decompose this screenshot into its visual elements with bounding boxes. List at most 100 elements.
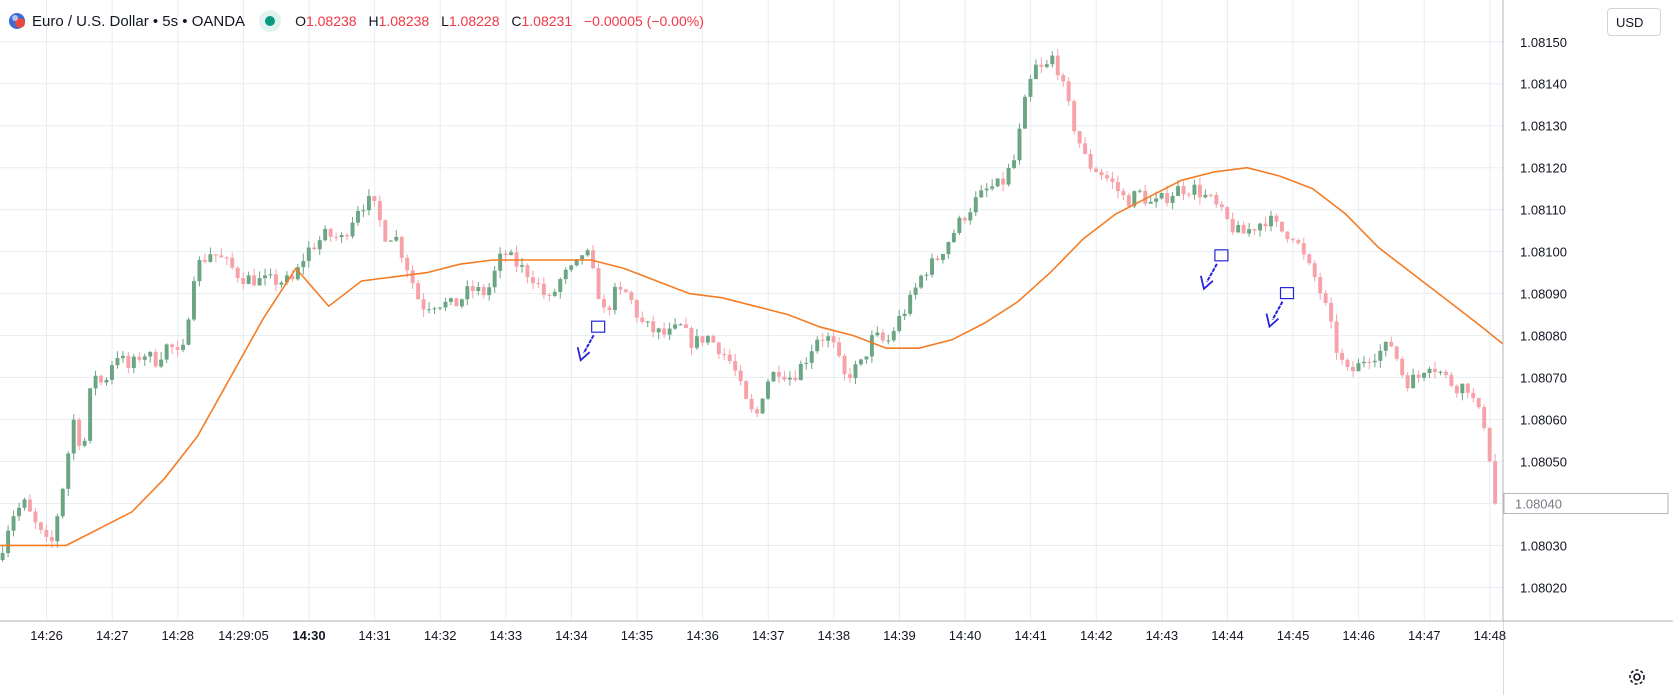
candle bbox=[1001, 172, 1006, 192]
candle-body bbox=[585, 250, 590, 256]
candle-body bbox=[656, 328, 661, 333]
candle bbox=[1066, 77, 1071, 106]
candle-body bbox=[153, 351, 158, 367]
candle-body bbox=[645, 321, 650, 323]
candle-body bbox=[17, 507, 21, 517]
candle-body bbox=[667, 328, 672, 335]
candle bbox=[1433, 361, 1437, 379]
candle bbox=[1159, 192, 1164, 200]
open-label: O bbox=[295, 13, 306, 29]
candle-body bbox=[1400, 358, 1405, 376]
gear-icon[interactable] bbox=[1626, 666, 1648, 688]
candle-body bbox=[612, 286, 617, 311]
price-tick-label: 1.08090 bbox=[1520, 287, 1567, 302]
symbol-title[interactable]: Euro / U.S. Dollar • 5s • OANDA bbox=[32, 12, 246, 30]
candle-body bbox=[1225, 207, 1230, 219]
candle-body bbox=[848, 374, 852, 379]
time-tick-label: 14:42 bbox=[1080, 628, 1113, 643]
candle bbox=[820, 333, 825, 348]
candle-body bbox=[684, 324, 688, 329]
candle bbox=[826, 332, 831, 348]
candle bbox=[1340, 348, 1345, 365]
candle bbox=[919, 274, 924, 290]
candle bbox=[612, 282, 617, 315]
signal-arrow-shaft bbox=[1271, 301, 1284, 321]
candle-body bbox=[1471, 392, 1476, 399]
candle bbox=[552, 288, 557, 298]
candle-body bbox=[798, 363, 803, 381]
candle-body bbox=[350, 222, 355, 237]
candle-body bbox=[1487, 427, 1492, 462]
candle bbox=[1296, 238, 1301, 245]
candle bbox=[771, 371, 776, 382]
candle-body bbox=[11, 516, 16, 531]
candle bbox=[350, 217, 355, 239]
candle bbox=[1416, 370, 1421, 383]
candle-body bbox=[1279, 221, 1284, 232]
candle-body bbox=[886, 340, 891, 342]
candle bbox=[1121, 187, 1126, 201]
candle-body bbox=[88, 388, 93, 441]
candle bbox=[186, 317, 191, 346]
candle bbox=[979, 185, 984, 199]
candle bbox=[1290, 237, 1295, 243]
candle bbox=[1334, 314, 1339, 360]
price-tick-label: 1.08130 bbox=[1520, 119, 1567, 134]
candle-body bbox=[356, 210, 360, 223]
candle bbox=[880, 329, 885, 344]
candle bbox=[0, 546, 5, 563]
candle-body bbox=[760, 398, 765, 414]
candle bbox=[946, 241, 951, 259]
candle-body bbox=[1001, 178, 1006, 185]
candle-body bbox=[968, 212, 973, 221]
candle bbox=[962, 216, 967, 224]
candle-body bbox=[831, 336, 836, 343]
candle bbox=[252, 268, 257, 287]
candle bbox=[470, 279, 475, 299]
candle-body bbox=[722, 354, 727, 356]
candle-body bbox=[1137, 190, 1142, 192]
candle-body bbox=[1033, 64, 1038, 80]
candle bbox=[170, 343, 175, 355]
candle-body bbox=[263, 275, 268, 279]
candle-body bbox=[869, 335, 874, 357]
candle-body bbox=[782, 376, 787, 380]
candle bbox=[585, 248, 590, 257]
candle bbox=[678, 323, 683, 326]
candle-body bbox=[662, 328, 667, 335]
currency-button[interactable]: USD bbox=[1607, 8, 1661, 36]
moving-average-line bbox=[0, 166, 1504, 547]
candle-body bbox=[640, 317, 645, 323]
market-status-indicator[interactable] bbox=[259, 10, 282, 32]
candle bbox=[541, 277, 546, 300]
signal-box bbox=[1279, 287, 1295, 300]
candle bbox=[312, 242, 317, 251]
time-tick-label: 14:45 bbox=[1277, 628, 1310, 643]
candle bbox=[897, 310, 902, 334]
time-tick-label: 14:32 bbox=[424, 628, 457, 643]
candle bbox=[1219, 201, 1224, 212]
candle-body bbox=[875, 332, 880, 336]
candle bbox=[1465, 382, 1470, 399]
candle bbox=[235, 266, 240, 283]
candle-body bbox=[77, 419, 82, 446]
candle bbox=[995, 178, 1000, 188]
candle-body bbox=[109, 365, 114, 380]
candle bbox=[1110, 171, 1115, 190]
currency-label: USD bbox=[1616, 14, 1644, 30]
candle-body bbox=[1104, 175, 1109, 179]
candle bbox=[142, 353, 147, 366]
candle-body bbox=[1072, 101, 1077, 132]
candle-body bbox=[1083, 143, 1088, 155]
candle bbox=[858, 359, 863, 367]
candle-body bbox=[104, 379, 109, 383]
current-price-label: 1.08040 bbox=[1515, 496, 1562, 511]
candle-body bbox=[1296, 240, 1301, 244]
candle bbox=[38, 521, 43, 534]
candle-body bbox=[738, 370, 743, 382]
candle bbox=[476, 282, 481, 296]
candle bbox=[93, 370, 98, 396]
close-value: 1.08231 bbox=[521, 13, 573, 29]
